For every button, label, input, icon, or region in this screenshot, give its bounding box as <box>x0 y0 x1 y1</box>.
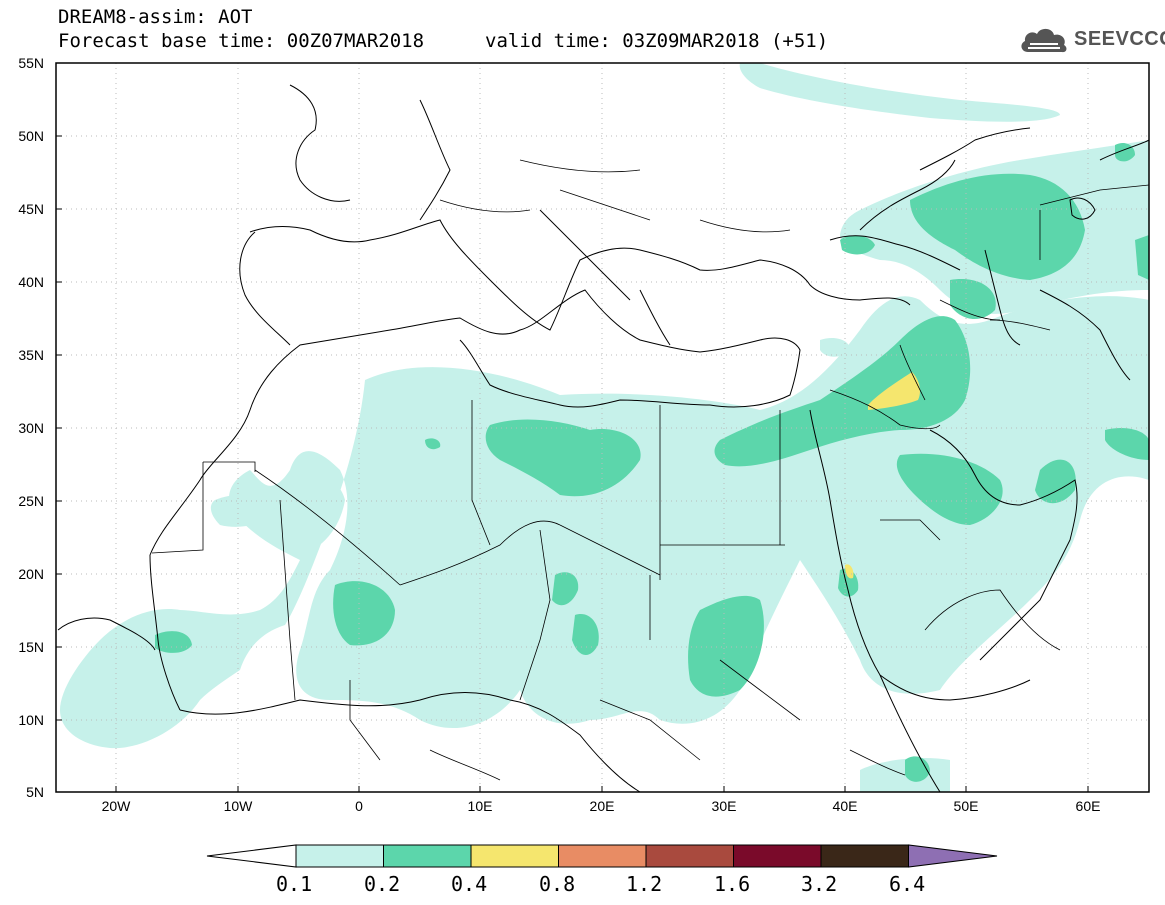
colorbar-label: 0.2 <box>364 872 401 896</box>
logo-text: SEEVCCC <box>1074 28 1165 50</box>
colorbar-segment <box>295 844 384 868</box>
colorbar-segment <box>733 844 822 868</box>
lat-label: 35N <box>18 347 44 363</box>
lon-label: 20W <box>102 798 132 814</box>
lon-label: 10W <box>224 798 254 814</box>
lat-label: 20N <box>18 566 44 582</box>
colorbar-label: 1.6 <box>714 872 751 896</box>
lon-label: 60E <box>1076 798 1101 814</box>
colorbar-low-arrow <box>206 844 297 868</box>
lat-label: 5N <box>26 784 44 800</box>
coastlines <box>57 84 1149 792</box>
map-title: DREAM8-assim: AOT <box>58 6 253 28</box>
country-borders <box>151 159 1149 781</box>
lat-label: 50N <box>18 128 44 144</box>
latitude-labels: 55N 50N 45N 40N 35N 30N 25N 20N 15N 10N … <box>18 55 44 800</box>
forecast-base-time: Forecast base time: 00Z07MAR2018 <box>58 30 425 52</box>
colorbar-label: 6.4 <box>889 872 926 896</box>
lat-label: 25N <box>18 493 44 509</box>
lat-label: 55N <box>18 55 44 71</box>
lon-label: 40E <box>833 798 858 814</box>
tick-marks <box>56 62 1089 793</box>
colorbar-segment <box>820 844 909 868</box>
cloud-icon <box>1021 28 1067 53</box>
lat-label: 15N <box>18 639 44 655</box>
colorbar-segment <box>383 844 472 868</box>
colorbar-high-arrow <box>908 844 998 868</box>
colorbar-segment <box>470 844 559 868</box>
lon-label: 0 <box>355 798 363 814</box>
colorbar-segment <box>558 844 647 868</box>
colorbar-label: 1.2 <box>626 872 663 896</box>
lat-label: 10N <box>18 712 44 728</box>
colorbar-label: 0.1 <box>276 872 313 896</box>
lon-label: 50E <box>954 798 979 814</box>
lat-label: 40N <box>18 274 44 290</box>
colorbar-label: 0.4 <box>451 872 488 896</box>
graticule <box>56 63 1149 792</box>
seevccc-logo: SEEVCCC <box>1018 22 1165 58</box>
colorbar-label: 0.8 <box>539 872 576 896</box>
lon-label: 30E <box>712 798 737 814</box>
lon-label: 20E <box>590 798 615 814</box>
aot-level-0.2-shading <box>155 143 1149 782</box>
colorbar-label: 3.2 <box>801 872 838 896</box>
lat-label: 30N <box>18 420 44 436</box>
valid-time: valid time: 03Z09MAR2018 (+51) <box>485 30 829 52</box>
longitude-labels: 20W 10W 0 10E 20E 30E 40E 50E 60E <box>102 798 1101 814</box>
lon-label: 10E <box>468 798 493 814</box>
aot-level-0.4-shading <box>845 372 920 579</box>
colorbar-segment <box>645 844 734 868</box>
colorbar <box>206 844 998 868</box>
lat-label: 45N <box>18 201 44 217</box>
